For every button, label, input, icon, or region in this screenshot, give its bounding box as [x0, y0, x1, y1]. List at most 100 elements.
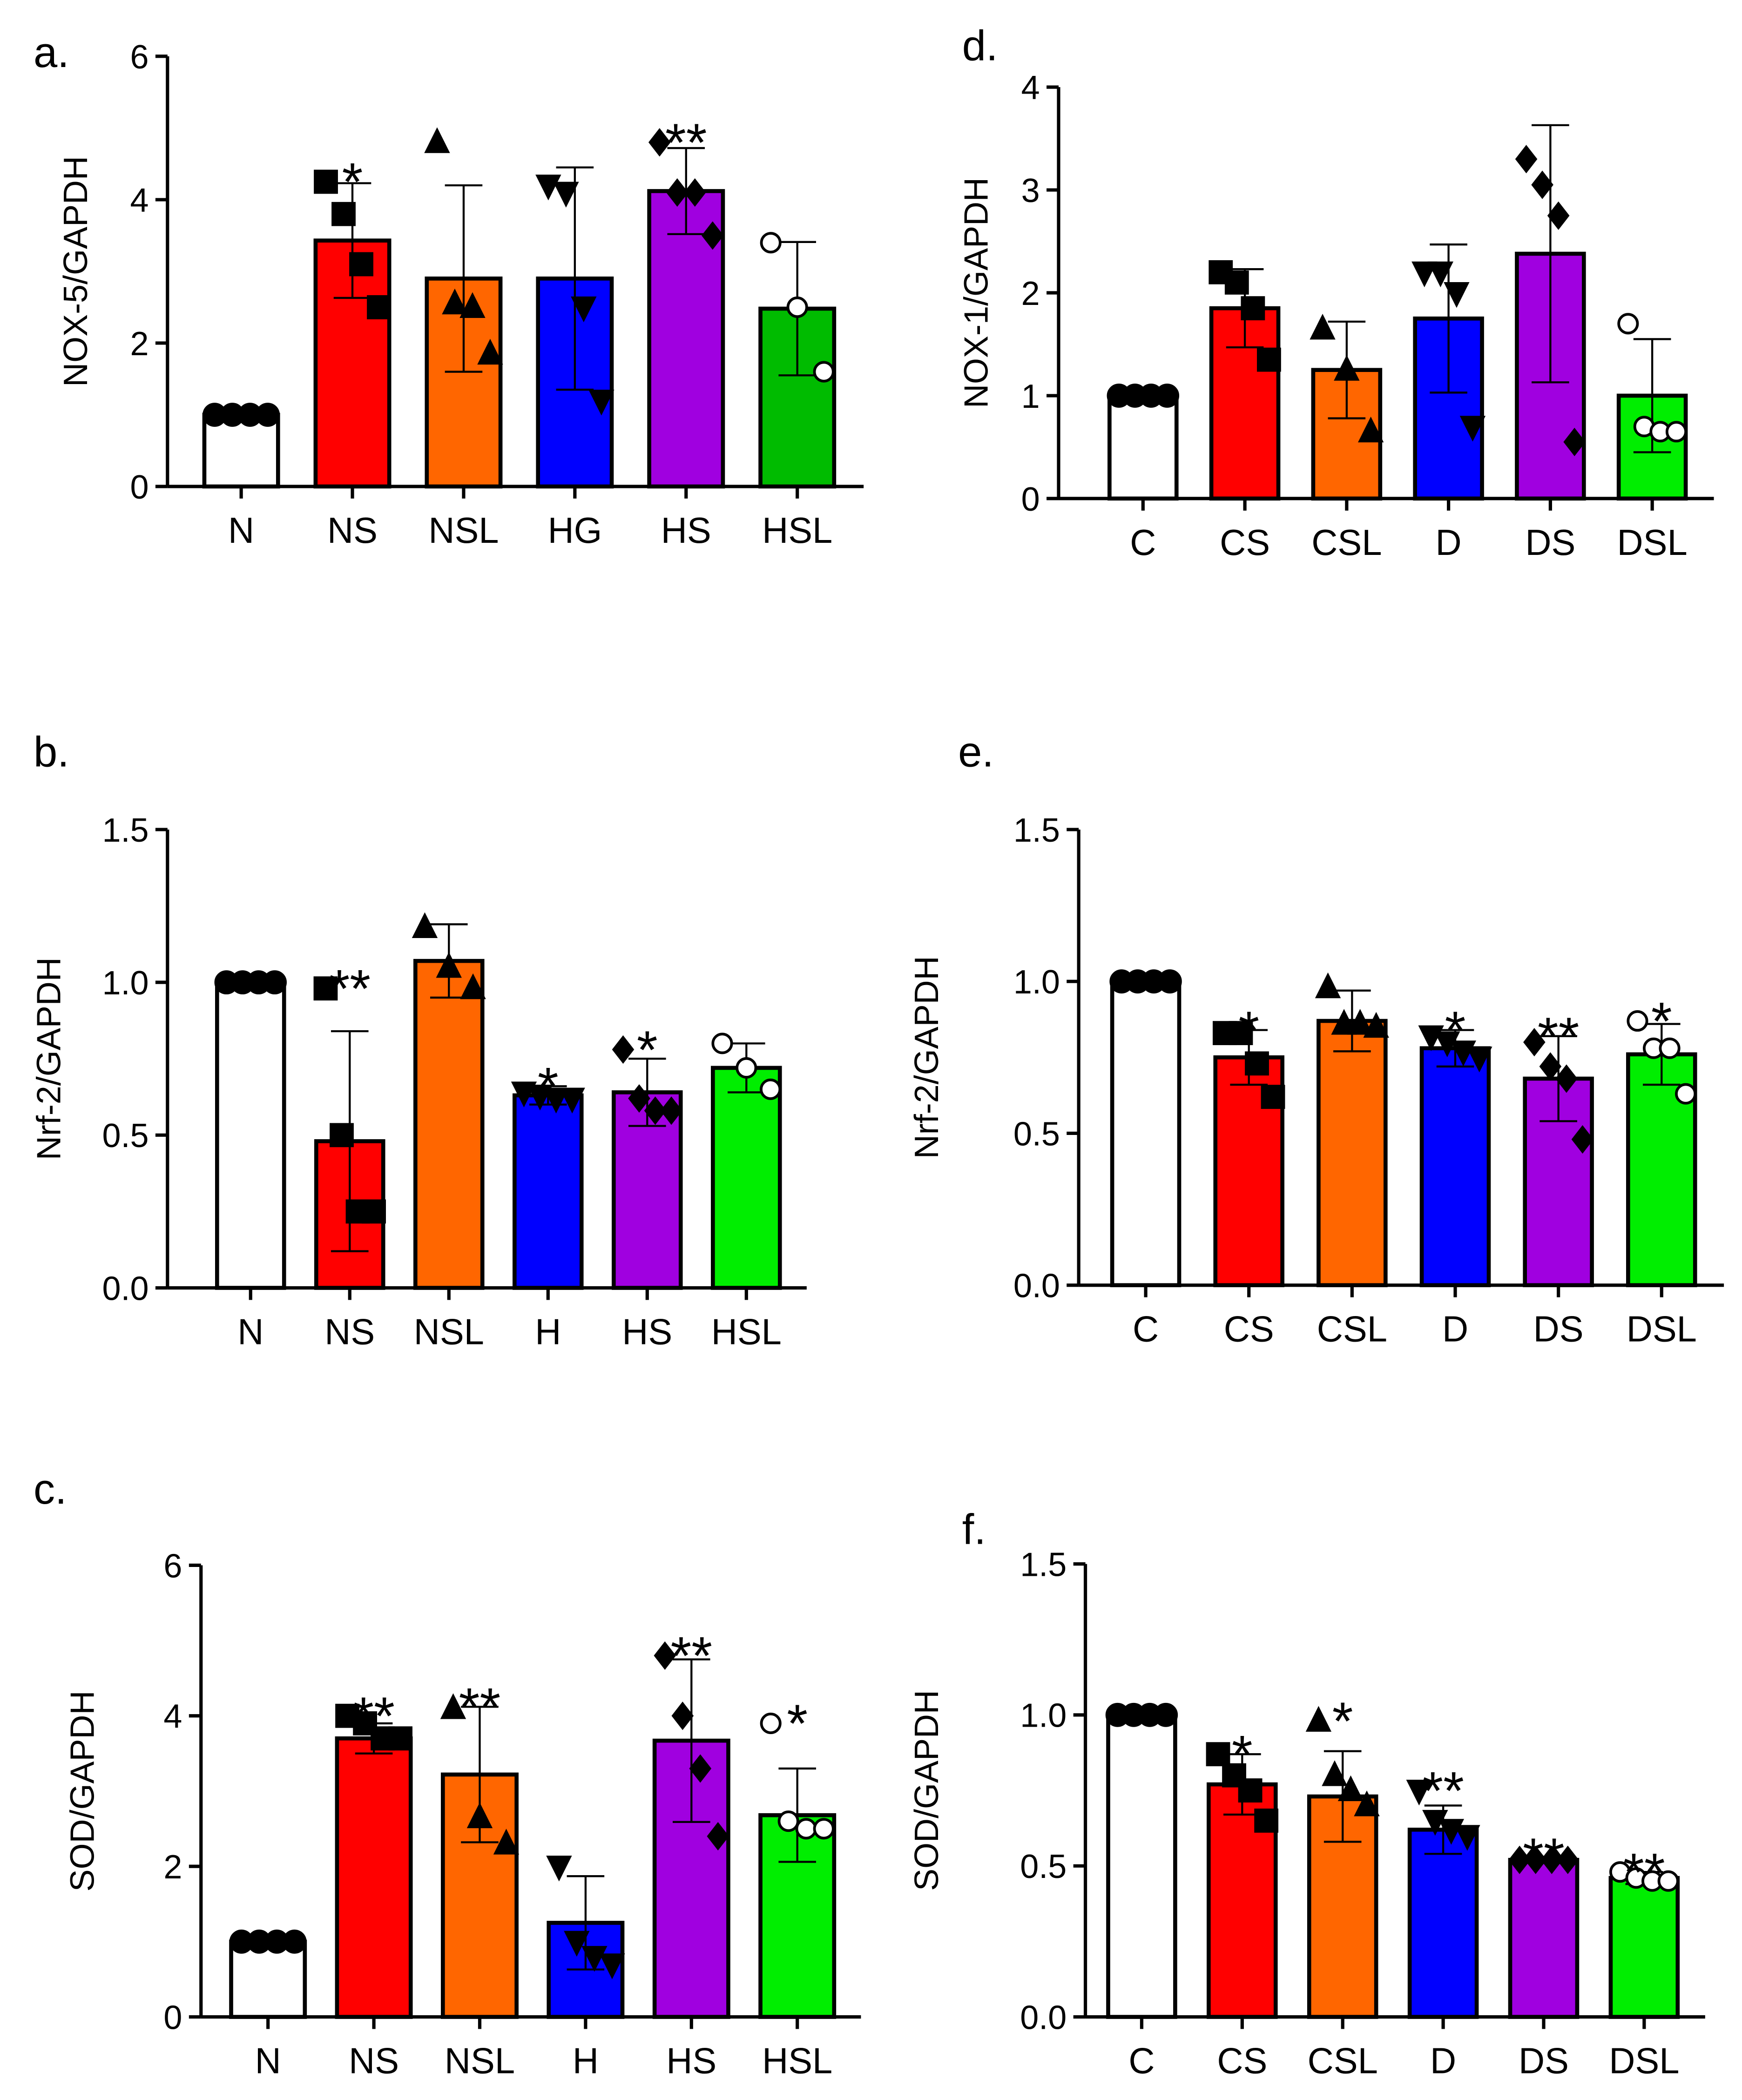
significance-label: ** [1538, 1007, 1580, 1067]
x-tick-label: NS [327, 511, 378, 551]
data-point [546, 1856, 572, 1882]
x-tick-label: D [1442, 1310, 1468, 1350]
data-point [1261, 1085, 1285, 1109]
data-point [1411, 261, 1438, 288]
x-tick-label: D [1430, 2041, 1456, 2081]
x-tick-label: H [535, 1312, 561, 1352]
data-point [1444, 282, 1470, 308]
x-tick-label: HS [622, 1312, 672, 1352]
data-point [813, 1818, 835, 1840]
x-tick-label: CSL [1308, 2041, 1378, 2081]
data-point [314, 169, 338, 194]
x-tick-label: N [228, 511, 254, 551]
data-point [1241, 296, 1265, 321]
data-point [424, 127, 450, 153]
data-point [493, 1829, 520, 1855]
data-point [736, 1057, 757, 1079]
data-point [701, 221, 724, 250]
data-point [1427, 261, 1454, 288]
significance-label: ** [1623, 1843, 1665, 1902]
data-point [654, 1641, 676, 1670]
data-point [760, 1712, 782, 1734]
x-tick-label: DS [1519, 2041, 1569, 2081]
bar [1419, 1046, 1491, 1288]
x-tick-label: CS [1224, 1310, 1274, 1350]
data-point [1245, 1051, 1269, 1076]
x-tick-label: NSL [414, 1312, 484, 1352]
data-point [612, 1035, 635, 1064]
data-point [559, 1087, 585, 1114]
data-point [1657, 1870, 1679, 1892]
data-point [1315, 972, 1341, 999]
x-tick-label: CSL [1317, 1310, 1387, 1350]
panel-label: d. [962, 22, 998, 70]
y-axis-label: NOX-5/GAPDH [57, 156, 95, 387]
panel-label: b. [34, 728, 69, 776]
bar [1107, 393, 1179, 501]
bar [1106, 1713, 1177, 2019]
x-tick-label: HS [666, 2041, 716, 2081]
data-point [1524, 1845, 1547, 1874]
data-point [760, 1078, 782, 1100]
x-tick-label: HSL [762, 511, 832, 551]
data-point [760, 232, 782, 254]
x-tick-label: N [237, 1312, 263, 1352]
bar [758, 1813, 837, 2019]
y-axis-label: Nrf-2/GAPDH [908, 956, 945, 1159]
y-axis-label: SOD/GAPDH [908, 1690, 945, 1891]
y-tick-label: 4 [1021, 69, 1040, 107]
x-tick-label: CS [1217, 2041, 1267, 2081]
data-point [1363, 1012, 1389, 1038]
x-tick-label: CS [1220, 523, 1270, 563]
y-axis-label: Nrf-2/GAPDH [31, 957, 68, 1160]
x-tick-label: D [1436, 523, 1462, 563]
x-tick-label: NS [324, 1312, 375, 1352]
y-tick-label: 1.5 [1020, 1546, 1067, 1583]
data-point [581, 1946, 608, 1972]
data-point [1331, 1009, 1357, 1035]
data-point [1334, 355, 1360, 381]
data-point [1155, 384, 1180, 408]
data-point [1540, 1845, 1563, 1874]
significance-label: * [1232, 1725, 1253, 1784]
data-point [1229, 1021, 1253, 1046]
bar [215, 980, 286, 1290]
data-point [1539, 1052, 1562, 1081]
data-point [1254, 1808, 1279, 1833]
x-tick-label: CSL [1311, 523, 1382, 563]
y-tick-label: 1 [1021, 378, 1040, 415]
significance-label: ** [329, 959, 371, 1019]
data-point [1659, 1037, 1681, 1059]
data-point [367, 295, 391, 319]
data-point [1571, 1125, 1594, 1154]
data-point [777, 1810, 799, 1832]
data-point [553, 182, 579, 208]
data-point [1617, 313, 1639, 335]
y-tick-label: 0.0 [102, 1270, 149, 1307]
data-point [571, 296, 597, 323]
data-point [535, 175, 561, 201]
significance-label: * [1332, 1692, 1353, 1751]
significance-label: * [1651, 992, 1672, 1051]
y-tick-label: 1.0 [1013, 964, 1060, 1001]
data-point [1675, 1083, 1697, 1105]
y-tick-label: 0 [130, 469, 149, 506]
data-point [588, 390, 614, 416]
data-point [689, 1754, 712, 1783]
data-point [711, 1033, 733, 1054]
x-tick-label: C [1128, 2041, 1155, 2081]
bar [229, 1939, 307, 2019]
panel-label: c. [34, 1465, 67, 1513]
significance-label: ** [670, 1627, 712, 1686]
chart-panel: a. NOX-5/GAPDH 0 2 4 6 N NS * NSL HG HS ** HSL [34, 28, 864, 551]
data-point [466, 1802, 493, 1829]
data-point [1531, 170, 1553, 199]
y-tick-label: 0.0 [1013, 1268, 1060, 1305]
data-point [683, 178, 706, 207]
data-point [1206, 1742, 1230, 1767]
data-point [1337, 1775, 1364, 1802]
data-point [628, 1084, 650, 1113]
significance-label: * [538, 1057, 559, 1117]
y-axis-label: SOD/GAPDH [64, 1691, 101, 1892]
